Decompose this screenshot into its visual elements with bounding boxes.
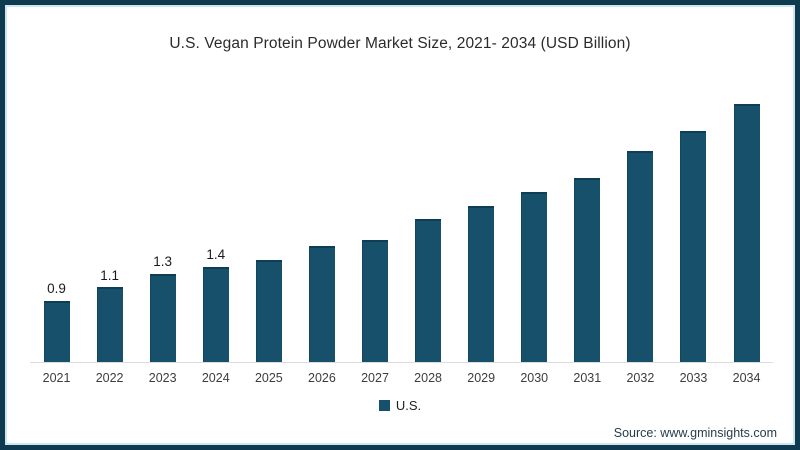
x-axis-slot: 2021 <box>30 369 83 387</box>
x-axis-label: 2030 <box>520 370 549 385</box>
bar <box>255 260 282 362</box>
x-axis-label: 2023 <box>148 370 177 385</box>
x-axis-slot: 2030 <box>508 369 561 387</box>
x-axis-slot: 2027 <box>348 369 401 387</box>
x-axis-slot: 2032 <box>614 369 667 387</box>
x-axis-label: 2033 <box>679 370 708 385</box>
x-axis-slot: 2029 <box>455 369 508 387</box>
bar-value-label: 1.3 <box>153 254 173 270</box>
bar-slot: 1.4 <box>189 90 242 362</box>
x-axis-slot: 2034 <box>720 369 773 387</box>
legend: U.S. <box>7 398 793 413</box>
bar <box>96 287 123 362</box>
bar <box>680 130 707 362</box>
chart-title: U.S. Vegan Protein Powder Market Size, 2… <box>169 35 631 52</box>
x-axis-label: 2026 <box>308 370 336 385</box>
x-axis-slot: 2022 <box>83 369 136 387</box>
legend-label: U.S. <box>395 398 422 413</box>
bar-slot <box>667 90 720 362</box>
bar-slot: 1.1 <box>83 90 136 362</box>
x-axis-slot: 2024 <box>189 369 242 387</box>
bar-value-label: 1.4 <box>206 247 226 263</box>
bar-slot: 1.3 <box>136 90 189 362</box>
bar <box>574 178 601 362</box>
bar-value-label: 1.1 <box>100 267 119 283</box>
bar-slot <box>348 90 401 362</box>
source-note: Source: www.gminsights.com <box>613 426 777 440</box>
bar-slot <box>402 90 455 362</box>
x-axis-slot: 2025 <box>242 369 295 387</box>
bar <box>415 219 442 362</box>
x-axis-label: 2032 <box>626 370 655 385</box>
x-axis: 2021 2022 2023 2024 2025 2026 2027 2028 2029 2030… <box>30 369 773 387</box>
bar-slot <box>242 90 295 362</box>
x-axis-label: 2028 <box>414 370 442 385</box>
x-axis-label: 2031 <box>573 370 602 385</box>
x-axis-label: 2024 <box>201 370 230 385</box>
x-axis-label: 2034 <box>732 370 761 385</box>
x-axis-label: 2027 <box>361 370 389 385</box>
x-axis-label: 2029 <box>467 370 496 385</box>
bar-value-label: 0.9 <box>47 281 66 297</box>
bar-slot <box>561 90 614 362</box>
bar-slot: 0.9 <box>30 90 83 362</box>
bar-slot <box>508 90 561 362</box>
legend-swatch <box>378 400 390 411</box>
plot-area: 0.9 1.1 1.3 1.4 <box>30 90 773 363</box>
bar <box>733 103 760 362</box>
bar <box>468 205 495 362</box>
x-axis-slot: 2023 <box>136 369 189 387</box>
bar-slot <box>295 90 348 362</box>
bar <box>362 239 388 362</box>
bar-slot <box>614 90 667 362</box>
x-axis-label: 2022 <box>95 370 124 385</box>
bar <box>308 246 335 362</box>
x-axis-slot: 2026 <box>295 369 348 387</box>
x-axis-slot: 2031 <box>561 369 614 387</box>
x-axis-slot: 2033 <box>667 369 720 387</box>
bar-slot <box>720 90 773 362</box>
bar <box>202 266 229 362</box>
x-axis-slot: 2028 <box>402 369 455 387</box>
bar <box>43 300 70 362</box>
x-axis-label: 2025 <box>254 370 283 385</box>
chart-canvas: U.S. Vegan Protein Powder Market Size, 2… <box>5 5 795 445</box>
x-axis-label: 2021 <box>42 370 71 385</box>
bar <box>627 151 654 362</box>
bar-slot <box>455 90 508 362</box>
bar <box>521 192 548 362</box>
bar <box>149 273 176 362</box>
